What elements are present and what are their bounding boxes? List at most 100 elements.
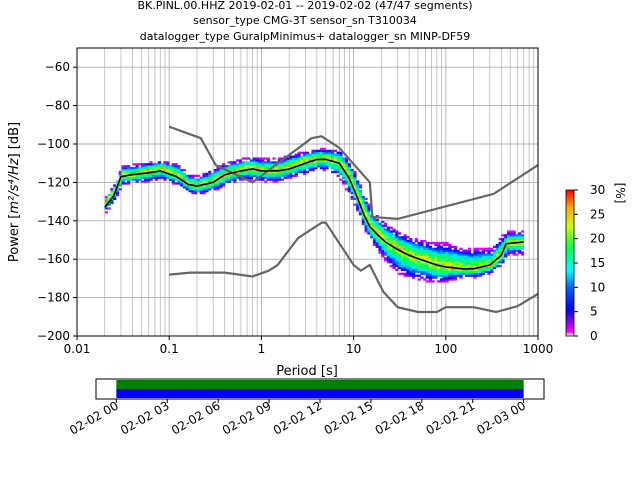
psd-cell xyxy=(431,255,435,258)
psd-cell xyxy=(423,240,427,243)
psd-cell xyxy=(166,174,170,177)
psd-cell xyxy=(490,268,494,272)
psd-cell xyxy=(213,182,217,185)
psd-cell xyxy=(252,157,256,160)
psd-cell xyxy=(509,234,513,237)
psd-cell xyxy=(344,178,349,181)
psd-cell xyxy=(501,245,505,248)
psd-cell xyxy=(381,253,385,256)
psd-cell xyxy=(398,272,402,275)
psd-cell xyxy=(465,259,469,262)
psd-cell xyxy=(428,263,432,266)
psd-cell xyxy=(403,247,407,250)
psd-cell xyxy=(409,272,413,275)
psd-cell xyxy=(339,155,343,158)
psd-cell xyxy=(381,224,385,227)
psd-cell xyxy=(224,174,229,177)
psd-cell xyxy=(512,245,516,248)
psd-cell xyxy=(168,170,173,174)
psd-cell xyxy=(518,245,522,248)
psd-cell xyxy=(409,257,413,260)
psd-cell xyxy=(448,249,452,252)
psd-cell xyxy=(392,257,396,260)
psd-cell xyxy=(367,216,371,220)
psd-cell xyxy=(180,182,184,185)
psd-cell xyxy=(358,195,363,199)
psd-cell xyxy=(353,193,357,197)
psd-cell xyxy=(411,241,416,245)
psd-cell xyxy=(317,165,321,168)
psd-cell xyxy=(280,174,284,177)
psd-cell xyxy=(434,243,438,247)
psd-cell xyxy=(417,255,421,258)
psd-cell xyxy=(451,257,455,260)
psd-cell xyxy=(182,176,187,179)
psd-cell xyxy=(249,176,254,179)
psd-cell xyxy=(395,259,399,262)
psd-cell xyxy=(386,236,391,239)
psd-cell xyxy=(479,268,483,272)
psd-cell xyxy=(277,159,282,162)
psd-cell xyxy=(456,251,460,254)
psd-cell xyxy=(403,257,407,260)
psd-cell xyxy=(336,168,340,172)
psd-cell xyxy=(395,253,399,256)
psd-cell xyxy=(196,180,201,183)
psd-cell xyxy=(484,259,488,262)
psd-cell xyxy=(317,163,321,166)
psd-cell xyxy=(213,172,217,176)
psd-cell xyxy=(431,251,435,254)
psd-cell xyxy=(384,236,388,239)
psd-cell xyxy=(328,155,332,158)
psd-cell xyxy=(453,259,458,262)
psd-cell xyxy=(249,174,254,177)
psd-cell xyxy=(171,172,175,176)
psd-cell xyxy=(498,257,502,260)
psd-cell xyxy=(484,257,488,260)
psd-cell xyxy=(431,266,435,270)
psd-cell xyxy=(249,161,254,164)
psd-cell xyxy=(222,163,226,166)
psd-cell xyxy=(289,172,293,176)
psd-cell xyxy=(249,165,254,168)
x-tick-label: 10 xyxy=(346,342,361,356)
psd-cell xyxy=(375,224,379,227)
psd-cell xyxy=(174,168,178,172)
psd-cell xyxy=(247,174,251,177)
psd-cell xyxy=(420,251,424,254)
psd-cell xyxy=(185,178,189,181)
psd-cell xyxy=(104,197,108,200)
psd-cell xyxy=(467,270,472,273)
psd-cell xyxy=(479,270,483,273)
psd-cell xyxy=(330,163,335,166)
psd-cell xyxy=(409,238,413,241)
psd-cell xyxy=(233,180,237,183)
psd-cell xyxy=(467,266,472,270)
psd-cell xyxy=(414,249,418,252)
psd-cell xyxy=(411,261,416,264)
psd-cell xyxy=(492,251,497,254)
psd-cell xyxy=(138,174,142,177)
psd-cell xyxy=(386,257,391,260)
psd-cell xyxy=(398,241,402,245)
psd-cell xyxy=(437,251,441,254)
psd-cell xyxy=(219,180,223,183)
psd-cell xyxy=(498,249,502,252)
psd-cell xyxy=(381,243,385,247)
psd-cell xyxy=(448,263,452,266)
psd-cell xyxy=(378,226,382,229)
psd-cell xyxy=(247,165,251,168)
psd-cell xyxy=(506,253,511,256)
psd-cell xyxy=(213,170,217,174)
psd-cell xyxy=(423,249,427,252)
psd-cell xyxy=(462,272,466,275)
psd-cell xyxy=(481,255,486,258)
psd-cell xyxy=(168,167,173,170)
psd-cell xyxy=(423,278,427,281)
psd-cell xyxy=(473,251,477,254)
psd-cell xyxy=(115,192,120,195)
psd-cell xyxy=(146,180,150,183)
psd-cell xyxy=(258,167,262,170)
psd-cell xyxy=(188,178,192,181)
psd-cell xyxy=(476,270,480,273)
